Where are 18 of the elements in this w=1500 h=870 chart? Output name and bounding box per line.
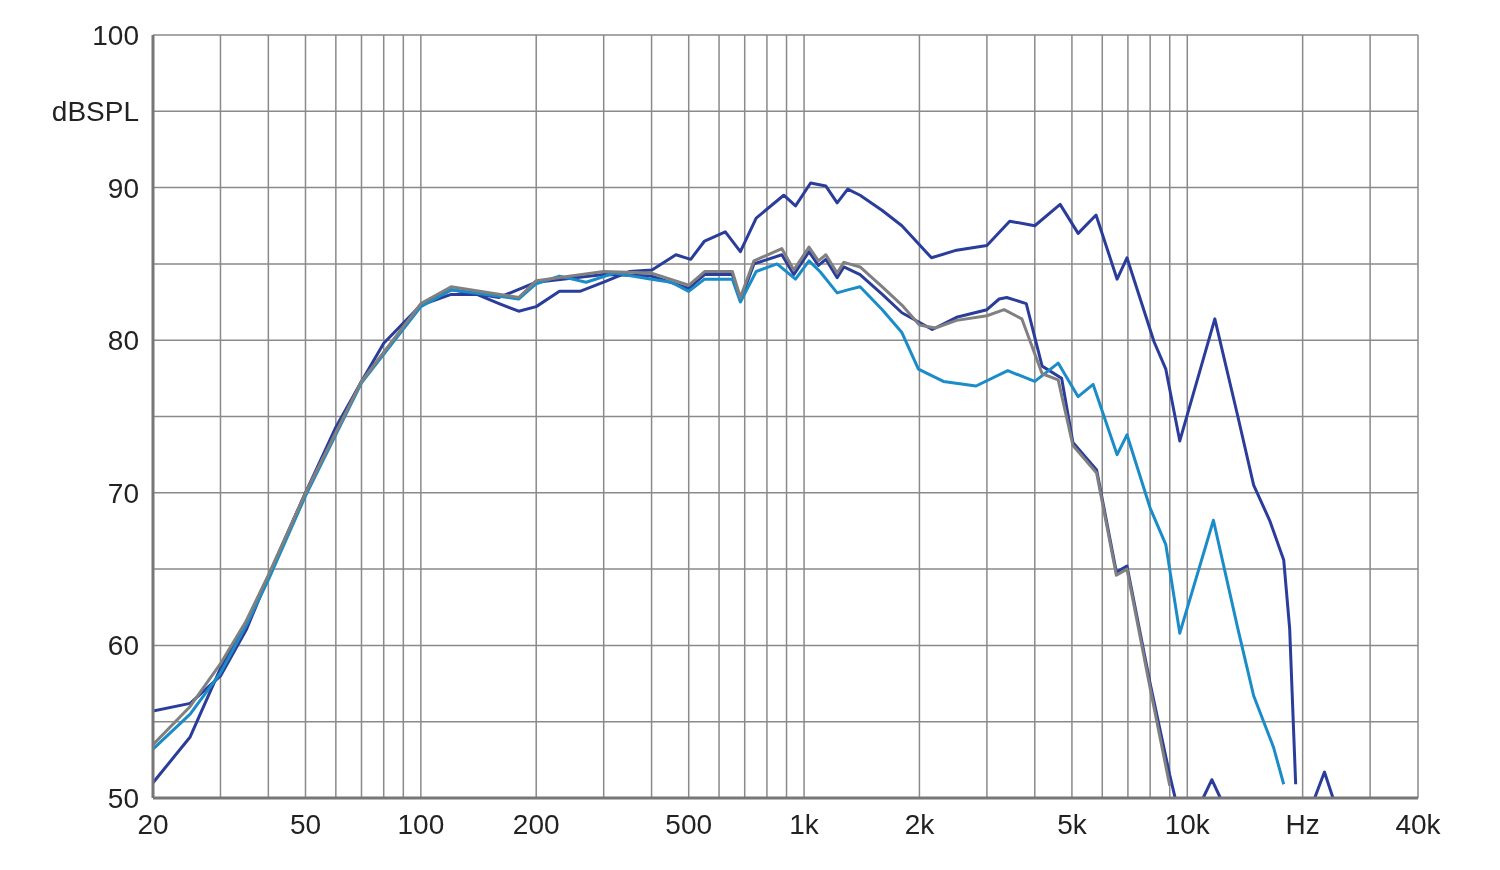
y-tick-label: 90 <box>107 172 139 204</box>
y-tick-label: 80 <box>107 325 139 357</box>
x-tick-label: 50 <box>289 808 322 840</box>
x-tick-label: 40k <box>1395 808 1442 840</box>
y-tick-label: 50 <box>107 782 139 814</box>
x-tick-label: 20 <box>137 808 169 840</box>
x-tick-label: 100 <box>397 808 445 840</box>
x-tick-label: 500 <box>665 808 713 840</box>
x-tick-label: 1k <box>789 808 820 840</box>
y-tick-label: 70 <box>107 477 139 509</box>
x-tick-label: 200 <box>512 808 560 840</box>
x-tick-label: Hz <box>1285 808 1320 840</box>
x-tick-label: 10k <box>1164 808 1211 840</box>
y-tick-label: dBSPL <box>51 96 139 128</box>
y-tick-label: 100 <box>92 19 139 51</box>
x-tick-label: 2k <box>904 808 936 840</box>
x-tick-label: 5k <box>1057 808 1088 840</box>
y-tick-label: 60 <box>107 630 139 662</box>
